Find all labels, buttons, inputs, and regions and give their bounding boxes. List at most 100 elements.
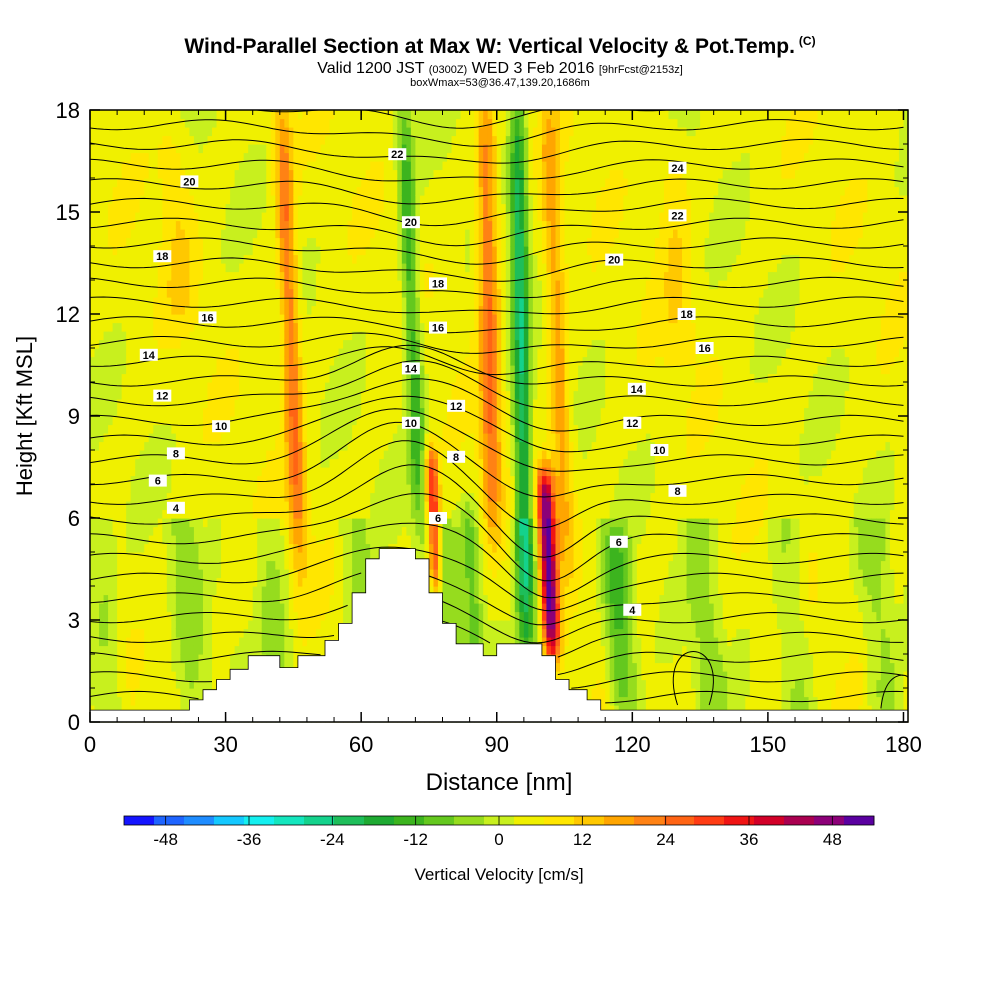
velocity-cell <box>225 586 231 596</box>
velocity-cell <box>297 577 304 587</box>
velocity-cell <box>275 178 281 188</box>
velocity-cell <box>148 509 154 519</box>
velocity-cell <box>139 450 145 460</box>
velocity-cell <box>112 424 118 434</box>
velocity-cell <box>153 365 159 375</box>
velocity-cell <box>171 407 177 417</box>
velocity-cell <box>320 390 326 400</box>
velocity-cell <box>230 654 236 664</box>
velocity-cell <box>293 637 299 647</box>
velocity-cell <box>225 671 231 681</box>
velocity-cell <box>189 424 195 434</box>
velocity-cell <box>329 594 335 604</box>
velocity-cell <box>329 263 335 273</box>
velocity-cell <box>288 637 294 647</box>
velocity-cell <box>189 475 195 485</box>
velocity-cell <box>315 220 322 230</box>
velocity-cell <box>121 161 127 171</box>
velocity-cell <box>288 144 294 154</box>
velocity-cell <box>139 203 145 213</box>
velocity-cell <box>153 212 159 222</box>
velocity-cell <box>297 543 304 553</box>
velocity-cell <box>153 458 159 468</box>
velocity-cell <box>157 186 163 196</box>
velocity-cell <box>293 339 299 349</box>
velocity-cell <box>225 288 231 298</box>
velocity-cell <box>193 390 200 400</box>
velocity-cell <box>198 144 204 154</box>
velocity-cell <box>175 552 181 562</box>
velocity-cell <box>293 314 299 324</box>
velocity-cell <box>392 441 398 451</box>
velocity-cell <box>108 560 114 570</box>
velocity-cell <box>266 305 272 315</box>
velocity-cell <box>103 492 109 502</box>
velocity-cell <box>166 416 172 426</box>
velocity-cell <box>108 705 114 715</box>
velocity-cell <box>139 603 145 613</box>
velocity-cell <box>135 586 141 596</box>
velocity-cell <box>352 560 358 570</box>
velocity-cell <box>338 271 344 281</box>
velocity-cell <box>302 560 308 570</box>
velocity-cell <box>212 679 218 689</box>
velocity-cell <box>257 229 263 239</box>
velocity-cell <box>239 382 245 392</box>
velocity-cell <box>108 348 114 358</box>
velocity-cell <box>388 441 394 451</box>
velocity-cell <box>112 203 118 213</box>
velocity-cell <box>243 314 249 324</box>
velocity-cell <box>130 356 136 366</box>
velocity-cell <box>121 237 127 247</box>
velocity-cell <box>135 416 141 426</box>
velocity-cell <box>325 390 331 400</box>
velocity-cell <box>230 569 236 579</box>
velocity-cell <box>370 475 376 485</box>
velocity-cell <box>180 271 186 281</box>
velocity-cell <box>325 186 331 196</box>
velocity-cell <box>166 679 172 689</box>
velocity-cell <box>207 467 213 477</box>
velocity-cell <box>139 586 145 596</box>
velocity-cell <box>198 518 204 528</box>
velocity-cell <box>306 611 313 621</box>
velocity-cell <box>202 654 209 664</box>
velocity-cell <box>144 586 150 596</box>
velocity-cell <box>325 552 331 562</box>
velocity-cell <box>108 178 114 188</box>
velocity-cell <box>94 637 100 647</box>
velocity-cell <box>90 237 96 247</box>
velocity-cell <box>103 484 109 494</box>
velocity-cell <box>99 280 105 290</box>
velocity-cell <box>212 467 218 477</box>
velocity-cell <box>225 331 231 341</box>
velocity-cell <box>230 339 236 349</box>
velocity-cell <box>352 237 358 247</box>
velocity-cell <box>325 144 331 154</box>
velocity-cell <box>288 645 294 655</box>
velocity-cell <box>171 365 177 375</box>
velocity-cell <box>90 620 96 630</box>
velocity-cell <box>252 441 258 451</box>
velocity-cell <box>175 654 181 664</box>
velocity-cell <box>103 254 109 264</box>
velocity-cell <box>311 297 317 307</box>
velocity-cell <box>383 178 389 188</box>
velocity-cell <box>180 195 186 205</box>
velocity-cell <box>189 110 195 120</box>
velocity-cell <box>103 322 109 332</box>
velocity-cell <box>148 577 154 587</box>
velocity-cell <box>99 263 105 273</box>
velocity-cell <box>230 305 236 315</box>
velocity-cell <box>275 297 281 307</box>
velocity-cell <box>184 492 191 502</box>
velocity-cell <box>216 288 222 298</box>
velocity-cell <box>297 348 304 358</box>
velocity-cell <box>153 654 159 664</box>
velocity-cell <box>112 654 118 664</box>
velocity-cell <box>334 628 340 638</box>
velocity-cell <box>99 144 105 154</box>
velocity-cell <box>157 152 163 162</box>
velocity-cell <box>257 348 263 358</box>
velocity-cell <box>270 535 276 545</box>
